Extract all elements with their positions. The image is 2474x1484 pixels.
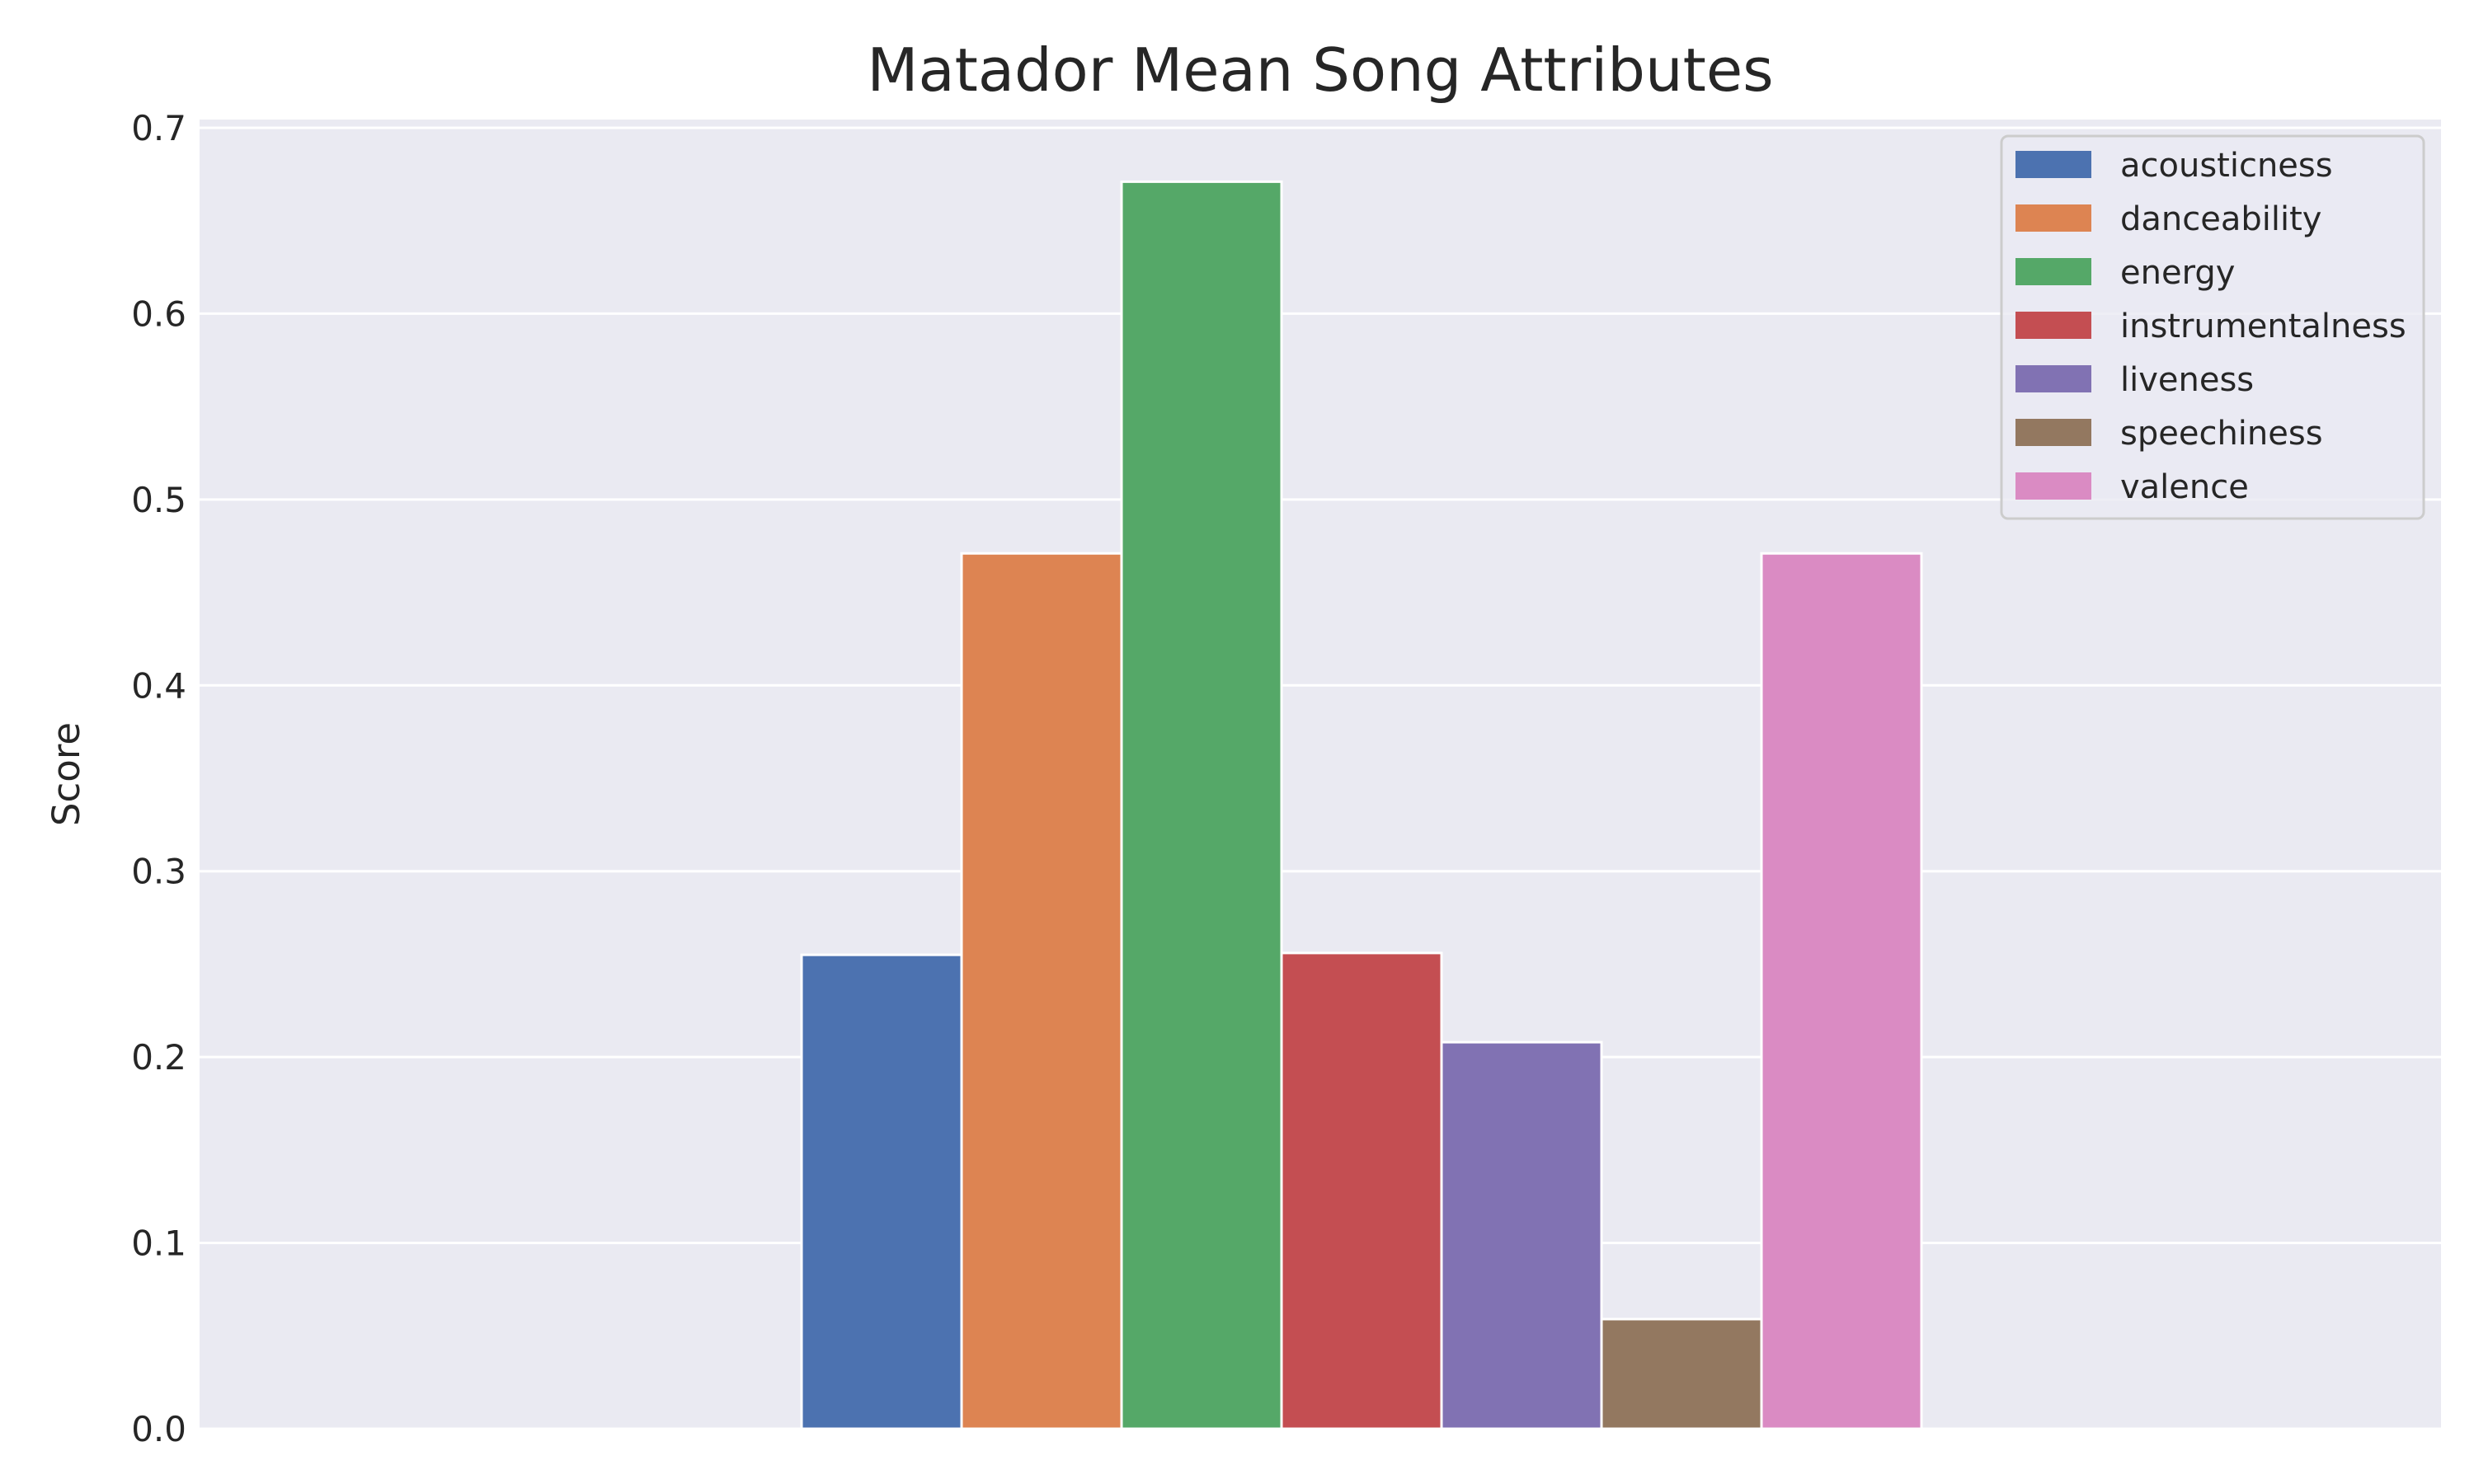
legend-label-valence: valence <box>2120 468 2249 506</box>
legend-box <box>2000 134 2425 520</box>
bar-speechiness <box>1600 1317 1763 1430</box>
legend-label-instrumentalness: instrumentalness <box>2120 308 2406 345</box>
y-tick-label: 0.3 <box>131 852 186 892</box>
y-tick-label: 0.7 <box>131 108 186 148</box>
legend-swatch-liveness <box>2015 365 2091 392</box>
bar-instrumentalness <box>1280 951 1443 1430</box>
legend-swatch-speechiness <box>2015 419 2091 446</box>
y-tick-label: 0.5 <box>131 480 186 520</box>
legend-swatch-valence <box>2015 472 2091 500</box>
chart-title: Matador Mean Song Attributes <box>867 35 1773 105</box>
bar-danceability <box>960 552 1123 1430</box>
y-tick-label: 0.4 <box>131 665 186 706</box>
legend-swatch-instrumentalness <box>2015 312 2091 339</box>
legend: acousticness danceability energy instrument… <box>2000 134 2425 520</box>
legend-items: acousticness danceability energy instrument… <box>2015 147 2406 506</box>
legend-label-energy: energy <box>2120 254 2235 292</box>
bar-valence <box>1760 552 1923 1430</box>
y-axis-label: Score <box>45 722 88 826</box>
legend-swatch-danceability <box>2015 204 2091 232</box>
y-tick-label: 0.0 <box>131 1409 186 1449</box>
legend-swatch-energy <box>2015 258 2091 285</box>
bar-acousticness <box>800 953 963 1430</box>
y-tick-label: 0.1 <box>131 1223 186 1264</box>
bar-liveness <box>1440 1040 1603 1430</box>
y-tick-label: 0.2 <box>131 1037 186 1078</box>
legend-label-acousticness: acousticness <box>2120 147 2333 185</box>
legend-label-liveness: liveness <box>2120 361 2254 399</box>
y-tick-label: 0.6 <box>131 294 186 334</box>
legend-swatch-acousticness <box>2015 151 2091 178</box>
legend-label-danceability: danceability <box>2120 200 2321 238</box>
bar-energy <box>1120 180 1283 1430</box>
bars <box>800 180 1923 1430</box>
y-axis-ticks: 0.0 0.1 0.2 0.3 0.4 0.5 0.6 0.7 <box>131 108 186 1449</box>
legend-label-speechiness: speechiness <box>2120 415 2323 453</box>
